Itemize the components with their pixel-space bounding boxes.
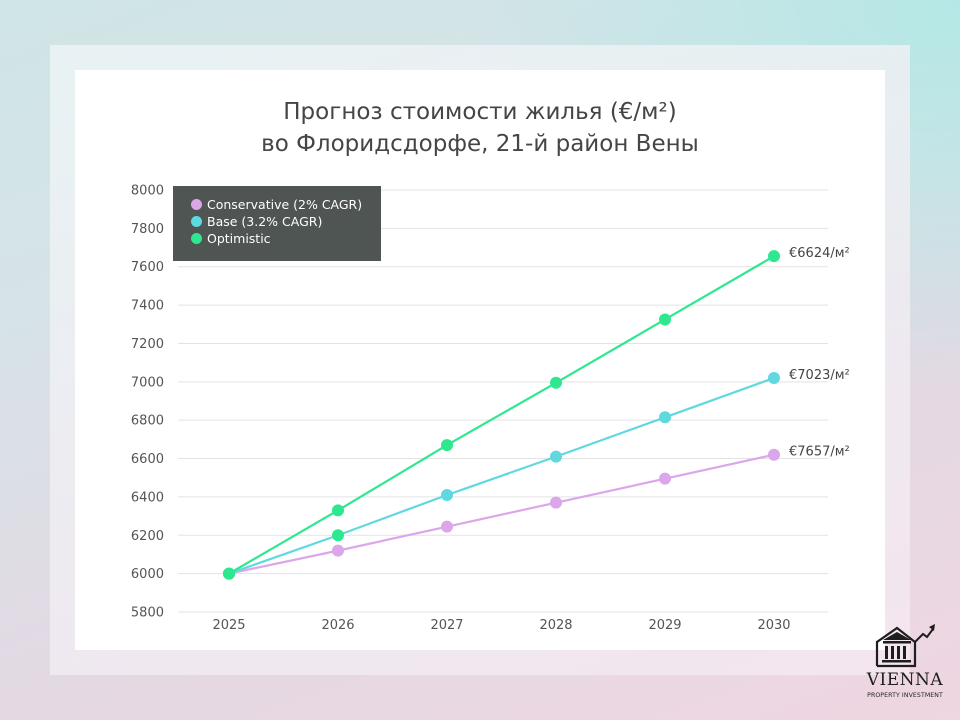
chart-title-line1: Прогноз стоимости жилья (€/м²)	[283, 99, 677, 125]
data-point	[441, 488, 453, 501]
data-point	[550, 496, 562, 509]
series-line	[228, 376, 775, 575]
data-point	[768, 250, 780, 263]
y-tick-label: 7600	[131, 260, 164, 275]
x-tick-label: 2029	[648, 618, 681, 633]
logo-name: VIENNA	[866, 670, 944, 690]
x-tick-label: 2030	[757, 618, 790, 633]
series-line	[228, 453, 775, 575]
x-axis-ticks: 2025 2026 2027 2028 2029 2030	[212, 618, 790, 633]
y-tick-label: 6000	[131, 567, 164, 582]
legend-item-conservative: Conservative (2% CAGR)	[191, 197, 362, 212]
building-growth-icon	[875, 624, 935, 668]
x-tick-label: 2025	[212, 618, 245, 633]
data-point	[332, 504, 344, 517]
data-point	[550, 450, 562, 463]
y-tick-label: 6400	[131, 490, 164, 505]
legend-dot-icon	[191, 233, 202, 244]
series-line	[228, 255, 775, 575]
y-tick-label: 6200	[131, 529, 164, 544]
end-labels: €7657/м² €7023/м² €6624/м²	[789, 246, 850, 460]
y-tick-label: 6800	[131, 414, 164, 429]
y-tick-label: 8000	[131, 184, 164, 199]
data-point	[768, 448, 780, 461]
legend-item-base: Base (3.2% CAGR)	[191, 214, 322, 229]
legend-dot-icon	[191, 199, 202, 210]
data-point	[659, 313, 671, 326]
y-tick-label: 7800	[131, 222, 164, 237]
legend-label: Base (3.2% CAGR)	[207, 214, 323, 229]
data-point	[441, 439, 453, 452]
data-point	[441, 520, 453, 533]
y-tick-label: 5800	[131, 606, 164, 621]
data-point	[659, 472, 671, 485]
data-point	[550, 376, 562, 389]
y-tick-label: 7400	[131, 299, 164, 314]
y-axis-ticks: 8000 7800 7600 7400 7200 7000 6800 6600 6400 6200…	[131, 184, 164, 621]
x-tick-label: 2027	[430, 618, 463, 633]
data-point	[332, 529, 344, 542]
series-end-label: €7657/м²	[789, 445, 850, 460]
legend-label: Optimistic	[207, 231, 271, 246]
data-point	[768, 371, 780, 384]
data-point	[223, 567, 235, 580]
legend-label: Conservative (2% CAGR)	[207, 197, 363, 212]
x-tick-label: 2026	[321, 618, 354, 633]
x-tick-label: 2028	[539, 618, 572, 633]
y-tick-label: 7200	[131, 337, 164, 352]
y-tick-label: 7000	[131, 375, 164, 390]
logo-subtitle: PROPERTY INVESTMENT	[867, 692, 943, 699]
legend-item-optimistic: Optimistic	[191, 231, 271, 246]
data-series	[223, 250, 780, 580]
chart-title-line2: во Флоридсдорфе, 21-й район Вены	[261, 131, 699, 157]
legend-dot-icon	[191, 216, 202, 227]
chart-card	[75, 70, 885, 650]
data-point	[659, 411, 671, 424]
gridlines	[178, 189, 828, 613]
series-end-label: €7023/м²	[789, 368, 850, 383]
vienna-logo: VIENNA PROPERTY INVESTMENT	[855, 620, 955, 720]
chart-title: Прогноз стоимости жилья (€/м²) во Флорид…	[75, 96, 885, 160]
legend: Conservative (2% CAGR) Base (3.2% CAGR) …	[173, 186, 381, 261]
data-point	[332, 544, 344, 557]
y-tick-label: 6600	[131, 452, 164, 467]
series-end-label: €6624/м²	[789, 246, 850, 261]
